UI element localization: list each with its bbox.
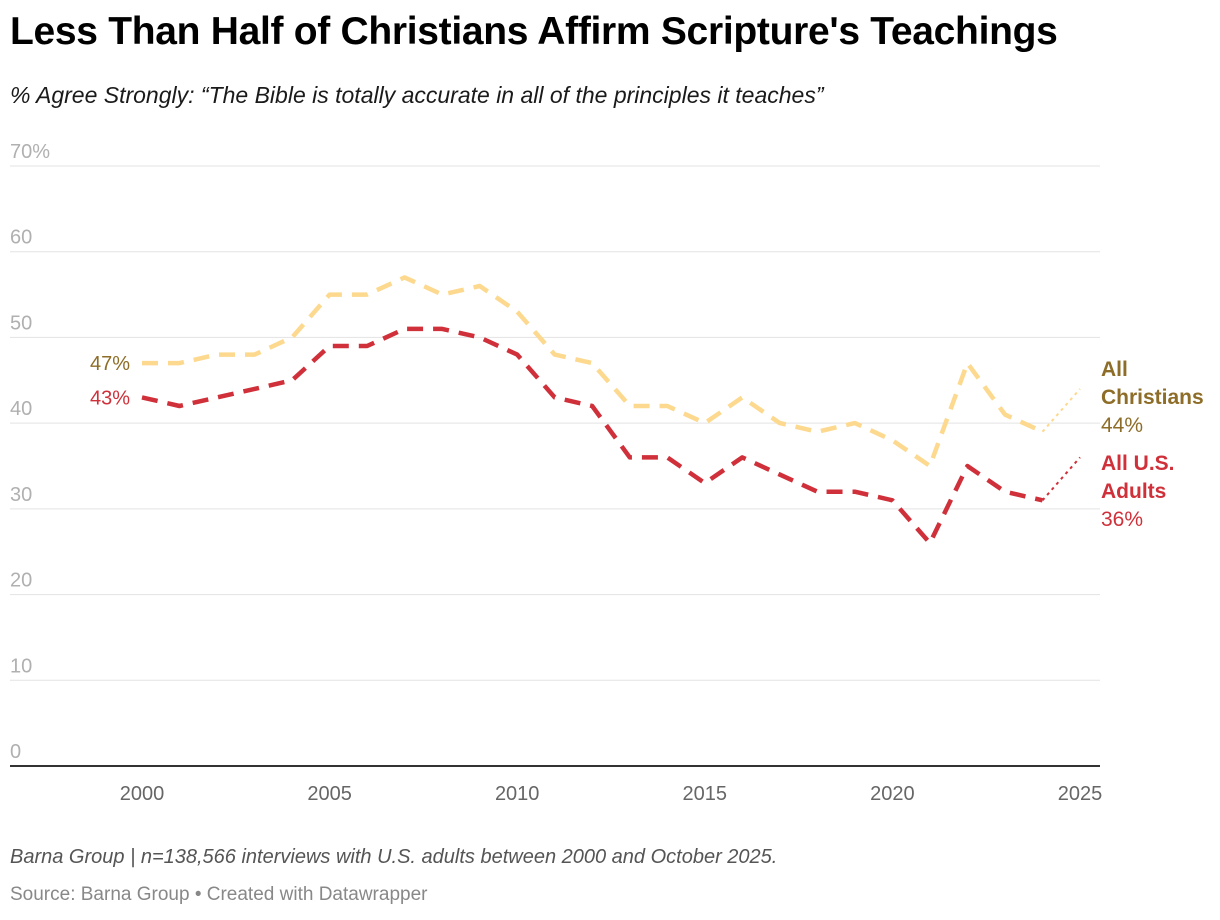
y-tick-label-50: 50 (10, 312, 32, 334)
x-tick-label-2025: 2025 (1058, 783, 1103, 805)
end-value-label-all-christians: 44% (1101, 414, 1143, 437)
x-tick-label-2015: 2015 (683, 783, 728, 805)
y-tick-label-60: 60 (10, 227, 32, 249)
chart-subtitle: % Agree Strongly: “The Bible is totally … (10, 82, 824, 108)
x-axis-ticks: 2000 2005 2010 2015 2020 2025 (120, 783, 1103, 805)
series-name-label-all-christians-0: All (1101, 358, 1128, 381)
series-labels: 47% All Christians 44% 43% All U.S. Adults 36% (90, 353, 1204, 531)
chart-notes: Barna Group | n=138,566 interviews with … (10, 846, 778, 868)
series-name-label-all-u-s-adults-1: Adults (1101, 480, 1166, 503)
series-name-label-all-christians-1: Christians (1101, 386, 1204, 409)
x-tick-label-2010: 2010 (495, 783, 540, 805)
start-value-label-all-christians: 47% (90, 353, 130, 375)
y-axis-ticks: 0 10 20 30 40 50 60 70% (10, 141, 50, 763)
x-tick-label-2000: 2000 (120, 783, 165, 805)
series-name-label-all-u-s-adults-0: All U.S. (1101, 452, 1175, 475)
gridlines (10, 165, 1100, 767)
end-value-label-all-u-s-adults: 36% (1101, 508, 1143, 531)
series-line-all-u-s-adults-latest (1041, 456, 1081, 501)
y-tick-label-10: 10 (10, 655, 32, 677)
chart-title: Less Than Half of Christians Affirm Scri… (10, 10, 1058, 53)
source-credit: Source: Barna Group • Created with Dataw… (10, 884, 428, 905)
y-tick-label-0: 0 (10, 741, 21, 763)
y-tick-label-40: 40 (10, 398, 32, 420)
y-tick-label-70: 70% (10, 141, 50, 163)
series-line-all-christians (142, 275, 1044, 469)
y-tick-label-30: 30 (10, 484, 32, 506)
series-line-all-christians-latest (1041, 388, 1081, 433)
start-value-label-all-u-s-adults: 43% (90, 387, 130, 409)
x-tick-label-2005: 2005 (307, 783, 352, 805)
line-chart: 0 10 20 30 40 50 60 70% 2000 2005 2010 2015 2020 202… (10, 141, 1204, 805)
y-tick-label-20: 20 (10, 570, 32, 592)
series-line-all-u-s-adults (141, 326, 1044, 546)
x-tick-label-2020: 2020 (870, 783, 915, 805)
series-lines (141, 275, 1081, 546)
